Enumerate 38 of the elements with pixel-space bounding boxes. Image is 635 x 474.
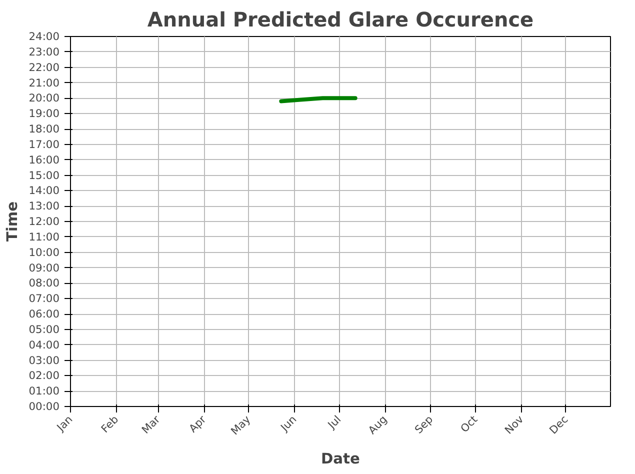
y-tick-label: 19:00 bbox=[28, 107, 60, 120]
y-tick-label: 11:00 bbox=[28, 230, 60, 244]
y-tick-label: 00:00 bbox=[28, 400, 60, 413]
x-tick-label: Nov bbox=[502, 412, 526, 437]
y-tick-label: 01:00 bbox=[28, 384, 60, 398]
x-tick-label: Dec bbox=[546, 412, 571, 437]
y-tick-label: 18:00 bbox=[28, 122, 60, 136]
y-tick-label: 16:00 bbox=[28, 153, 60, 166]
x-tick-label: Mar bbox=[139, 412, 164, 436]
y-tick-label: 12:00 bbox=[28, 215, 60, 228]
y-axis-title: Time bbox=[4, 201, 21, 242]
x-tick-label: Jan bbox=[54, 412, 76, 434]
y-tick-label: 21:00 bbox=[28, 76, 60, 90]
x-tick-label: Apr bbox=[186, 412, 210, 436]
y-tick-label: 07:00 bbox=[28, 292, 60, 306]
y-tick-label: 14:00 bbox=[28, 184, 60, 198]
y-tick-label: 05:00 bbox=[28, 322, 60, 336]
y-tick-label: 02:00 bbox=[28, 369, 60, 382]
y-tick-label: 22:00 bbox=[28, 60, 60, 74]
y-tick-label: 17:00 bbox=[28, 138, 60, 151]
y-tick-label: 09:00 bbox=[28, 261, 60, 274]
chart-title: Annual Predicted Glare Occurence bbox=[147, 8, 534, 32]
x-tick-label: Sep bbox=[412, 412, 436, 436]
y-tick-label: 03:00 bbox=[28, 354, 60, 367]
y-tick-label: 20:00 bbox=[28, 92, 60, 105]
y-tick-label: 24:00 bbox=[28, 30, 60, 43]
x-tick-label: Jul bbox=[324, 412, 344, 432]
y-tick-label: 13:00 bbox=[28, 200, 60, 213]
x-tick-label: Jun bbox=[277, 412, 300, 435]
y-tick-label: 08:00 bbox=[28, 276, 60, 290]
y-tick-label: 15:00 bbox=[28, 168, 60, 182]
y-tick-label: 23:00 bbox=[28, 45, 60, 58]
x-axis-title: Date bbox=[321, 450, 360, 468]
y-tick-label: 06:00 bbox=[28, 308, 60, 320]
x-tick-label: Oct bbox=[458, 412, 480, 436]
y-tick-label: 04:00 bbox=[28, 338, 60, 352]
x-tick-label: Feb bbox=[98, 412, 122, 436]
y-tick-label: 10:00 bbox=[28, 246, 60, 259]
